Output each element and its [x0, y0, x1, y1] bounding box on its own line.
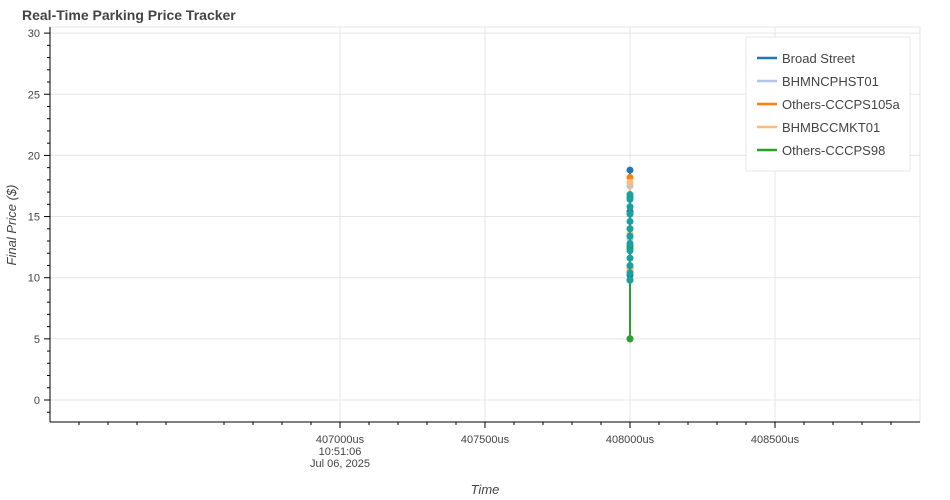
- data-point: [626, 217, 634, 225]
- data-point: [626, 210, 634, 218]
- data-point: [626, 191, 634, 199]
- series-layer: [626, 166, 634, 343]
- y-tick-label: 0: [34, 395, 40, 407]
- legend-item[interactable]: Broad Street: [782, 51, 855, 66]
- legend-item[interactable]: BHMNCPHST01: [782, 74, 879, 89]
- data-point: [626, 166, 634, 174]
- data-point: [626, 232, 634, 240]
- x-tick-label: 408500us: [751, 434, 800, 446]
- data-point: [626, 335, 634, 343]
- data-point: [626, 247, 634, 255]
- y-tick-label: 25: [28, 89, 40, 101]
- x-tick-label: 10:51:06: [319, 446, 362, 458]
- legend-item[interactable]: Others-CCCPS98: [782, 143, 885, 158]
- data-point: [626, 254, 634, 262]
- y-tick-label: 20: [28, 150, 40, 162]
- legend[interactable]: Broad Street BHMNCPHST01 Others-CCCPS105a B…: [745, 36, 911, 172]
- chart-title: Real-Time Parking Price Tracker: [22, 7, 236, 23]
- data-point: [626, 261, 634, 269]
- grid: [50, 27, 920, 422]
- x-axis-label: Time: [471, 482, 500, 497]
- x-tick-label: 407000us: [316, 434, 365, 446]
- data-point: [626, 225, 634, 233]
- x-tick-label: Jul 06, 2025: [310, 458, 370, 470]
- data-point: [626, 239, 634, 247]
- data-point: [626, 178, 634, 186]
- legend-item[interactable]: Others-CCCPS105a: [782, 97, 901, 112]
- y-tick-label: 5: [34, 334, 40, 346]
- data-point: [626, 276, 634, 284]
- legend-item[interactable]: BHMBCCMKT01: [782, 120, 880, 135]
- data-point: [626, 269, 634, 277]
- x-tick-label: 407500us: [461, 434, 510, 446]
- y-axis-label: Final Price ($): [4, 185, 19, 266]
- data-point: [626, 203, 634, 211]
- y-tick-label: 10: [28, 273, 40, 285]
- x-tick-label: 408000us: [606, 434, 655, 446]
- y-tick-label: 15: [28, 212, 40, 224]
- y-tick-label: 30: [28, 28, 40, 40]
